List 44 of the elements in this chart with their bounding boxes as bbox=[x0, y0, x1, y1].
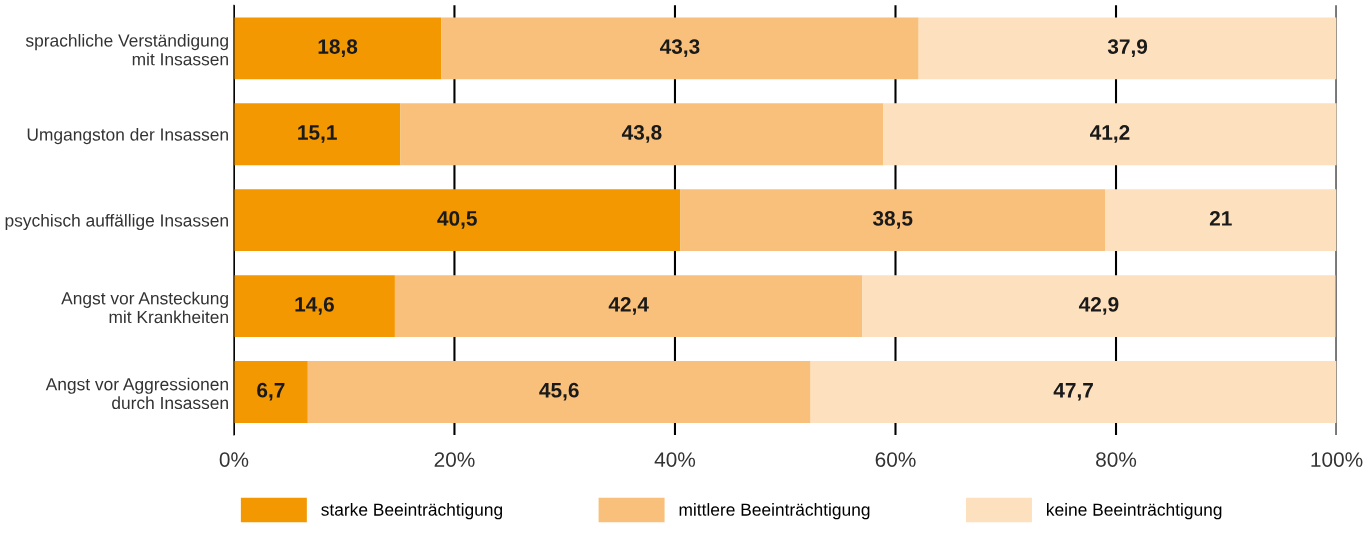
data-label: 43,3 bbox=[659, 39, 700, 57]
bar bbox=[233, 361, 308, 423]
data-label: 40,5 bbox=[437, 211, 477, 229]
data-label: 38,5 bbox=[872, 211, 913, 229]
data-label: 43,8 bbox=[621, 125, 662, 143]
bar bbox=[810, 361, 1337, 423]
x-tick-label: 80% bbox=[1096, 452, 1137, 467]
y-tick-label: Angst vor Aggressionen durch Insassen bbox=[45, 377, 228, 410]
bar bbox=[680, 189, 1105, 252]
bar bbox=[394, 275, 863, 338]
bar bbox=[233, 189, 681, 252]
bar bbox=[400, 103, 884, 166]
data-label: 14,6 bbox=[295, 296, 334, 315]
bar bbox=[233, 17, 442, 80]
bar bbox=[441, 17, 919, 80]
y-tick-label: Angst vor Ansteckung mit Krankheiten bbox=[61, 291, 228, 324]
data-label: 37,9 bbox=[1107, 39, 1148, 57]
data-label: 21 bbox=[1209, 211, 1232, 226]
x-tick-label: 0% bbox=[219, 452, 249, 467]
data-label: 18,8 bbox=[318, 39, 358, 57]
x-tick-label: 20% bbox=[434, 452, 475, 467]
x-tick-label: 40% bbox=[654, 452, 696, 467]
bar bbox=[918, 17, 1337, 80]
legend-label: mittlere Beeinträchtigung bbox=[679, 503, 870, 520]
data-label: 15,1 bbox=[298, 125, 337, 143]
data-label: 45,6 bbox=[539, 382, 579, 401]
x-tick-label: 100% bbox=[1311, 452, 1363, 467]
data-label: 42,9 bbox=[1078, 296, 1119, 315]
bar bbox=[1104, 189, 1337, 252]
bar bbox=[307, 361, 811, 423]
y-tick-label: Umgangston der Insassen bbox=[27, 127, 228, 145]
bar bbox=[233, 103, 401, 166]
y-tick-label: sprachliche Verständigung mit Insassen bbox=[25, 33, 228, 66]
bar bbox=[883, 103, 1337, 166]
bar bbox=[233, 275, 395, 338]
data-label: 42,4 bbox=[608, 296, 649, 315]
legend-label: starke Beeinträchtigung bbox=[321, 503, 503, 520]
data-label: 6,7 bbox=[257, 382, 285, 401]
data-label: 41,2 bbox=[1089, 125, 1130, 143]
x-tick-label: 60% bbox=[875, 452, 916, 467]
data-label: 47,7 bbox=[1053, 383, 1093, 401]
y-tick-label: psychisch auffällige Insassen bbox=[5, 213, 228, 231]
legend-label: keine Beeinträchtigung bbox=[1047, 503, 1222, 520]
bar bbox=[862, 275, 1336, 338]
